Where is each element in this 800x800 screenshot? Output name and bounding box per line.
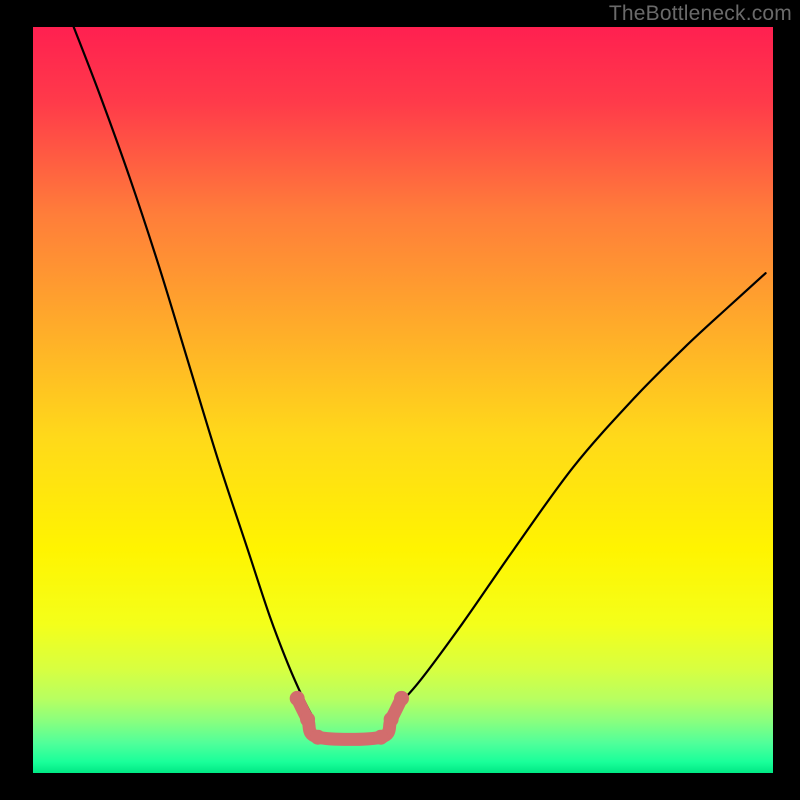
chart-root: TheBottleneck.com (0, 0, 800, 800)
curve-layer (33, 27, 773, 773)
optimal-zone-dot (373, 730, 388, 745)
optimal-zone-dot (290, 691, 305, 706)
watermark-text: TheBottleneck.com (609, 2, 792, 26)
plot-area (33, 27, 773, 773)
optimal-zone-dot (394, 691, 409, 706)
optimal-zone-dot (300, 712, 315, 727)
bottleneck-curve-right (387, 273, 766, 717)
optimal-zone-dot (310, 730, 325, 745)
bottleneck-curve-left (74, 27, 313, 717)
optimal-zone-dot (384, 712, 399, 727)
